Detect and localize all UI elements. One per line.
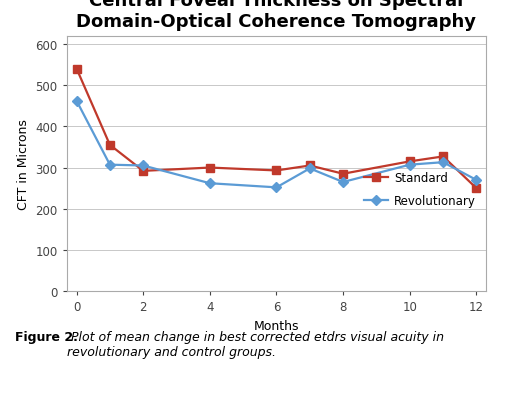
Y-axis label: CFT in Microns: CFT in Microns bbox=[17, 119, 30, 209]
Standard bbox=[407, 160, 413, 164]
Standard bbox=[107, 143, 113, 148]
Revolutionary bbox=[473, 178, 479, 183]
Standard bbox=[307, 164, 313, 168]
Revolutionary bbox=[307, 166, 313, 171]
Standard bbox=[74, 67, 80, 72]
Title: Central Foveal Thickness on Spectral
Domain-Optical Coherence Tomography: Central Foveal Thickness on Spectral Dom… bbox=[76, 0, 477, 31]
Revolutionary bbox=[107, 163, 113, 168]
Revolutionary bbox=[340, 180, 346, 185]
Line: Standard: Standard bbox=[73, 66, 480, 192]
Text: Plot of mean change in best corrected etdrs visual acuity in
revolutionary and c: Plot of mean change in best corrected et… bbox=[67, 330, 443, 358]
Standard bbox=[440, 155, 446, 160]
Standard bbox=[273, 168, 280, 173]
X-axis label: Months: Months bbox=[254, 319, 299, 332]
Standard bbox=[140, 169, 146, 174]
Text: Figure 2.: Figure 2. bbox=[15, 330, 78, 343]
Line: Revolutionary: Revolutionary bbox=[73, 98, 480, 191]
Revolutionary bbox=[440, 160, 446, 165]
Revolutionary bbox=[140, 164, 146, 168]
Revolutionary bbox=[273, 185, 280, 190]
Standard bbox=[473, 186, 479, 191]
Legend: Standard, Revolutionary: Standard, Revolutionary bbox=[359, 167, 480, 212]
Revolutionary bbox=[407, 163, 413, 168]
Revolutionary bbox=[74, 99, 80, 104]
Standard bbox=[340, 172, 346, 177]
Standard bbox=[207, 166, 213, 171]
Revolutionary bbox=[207, 181, 213, 186]
